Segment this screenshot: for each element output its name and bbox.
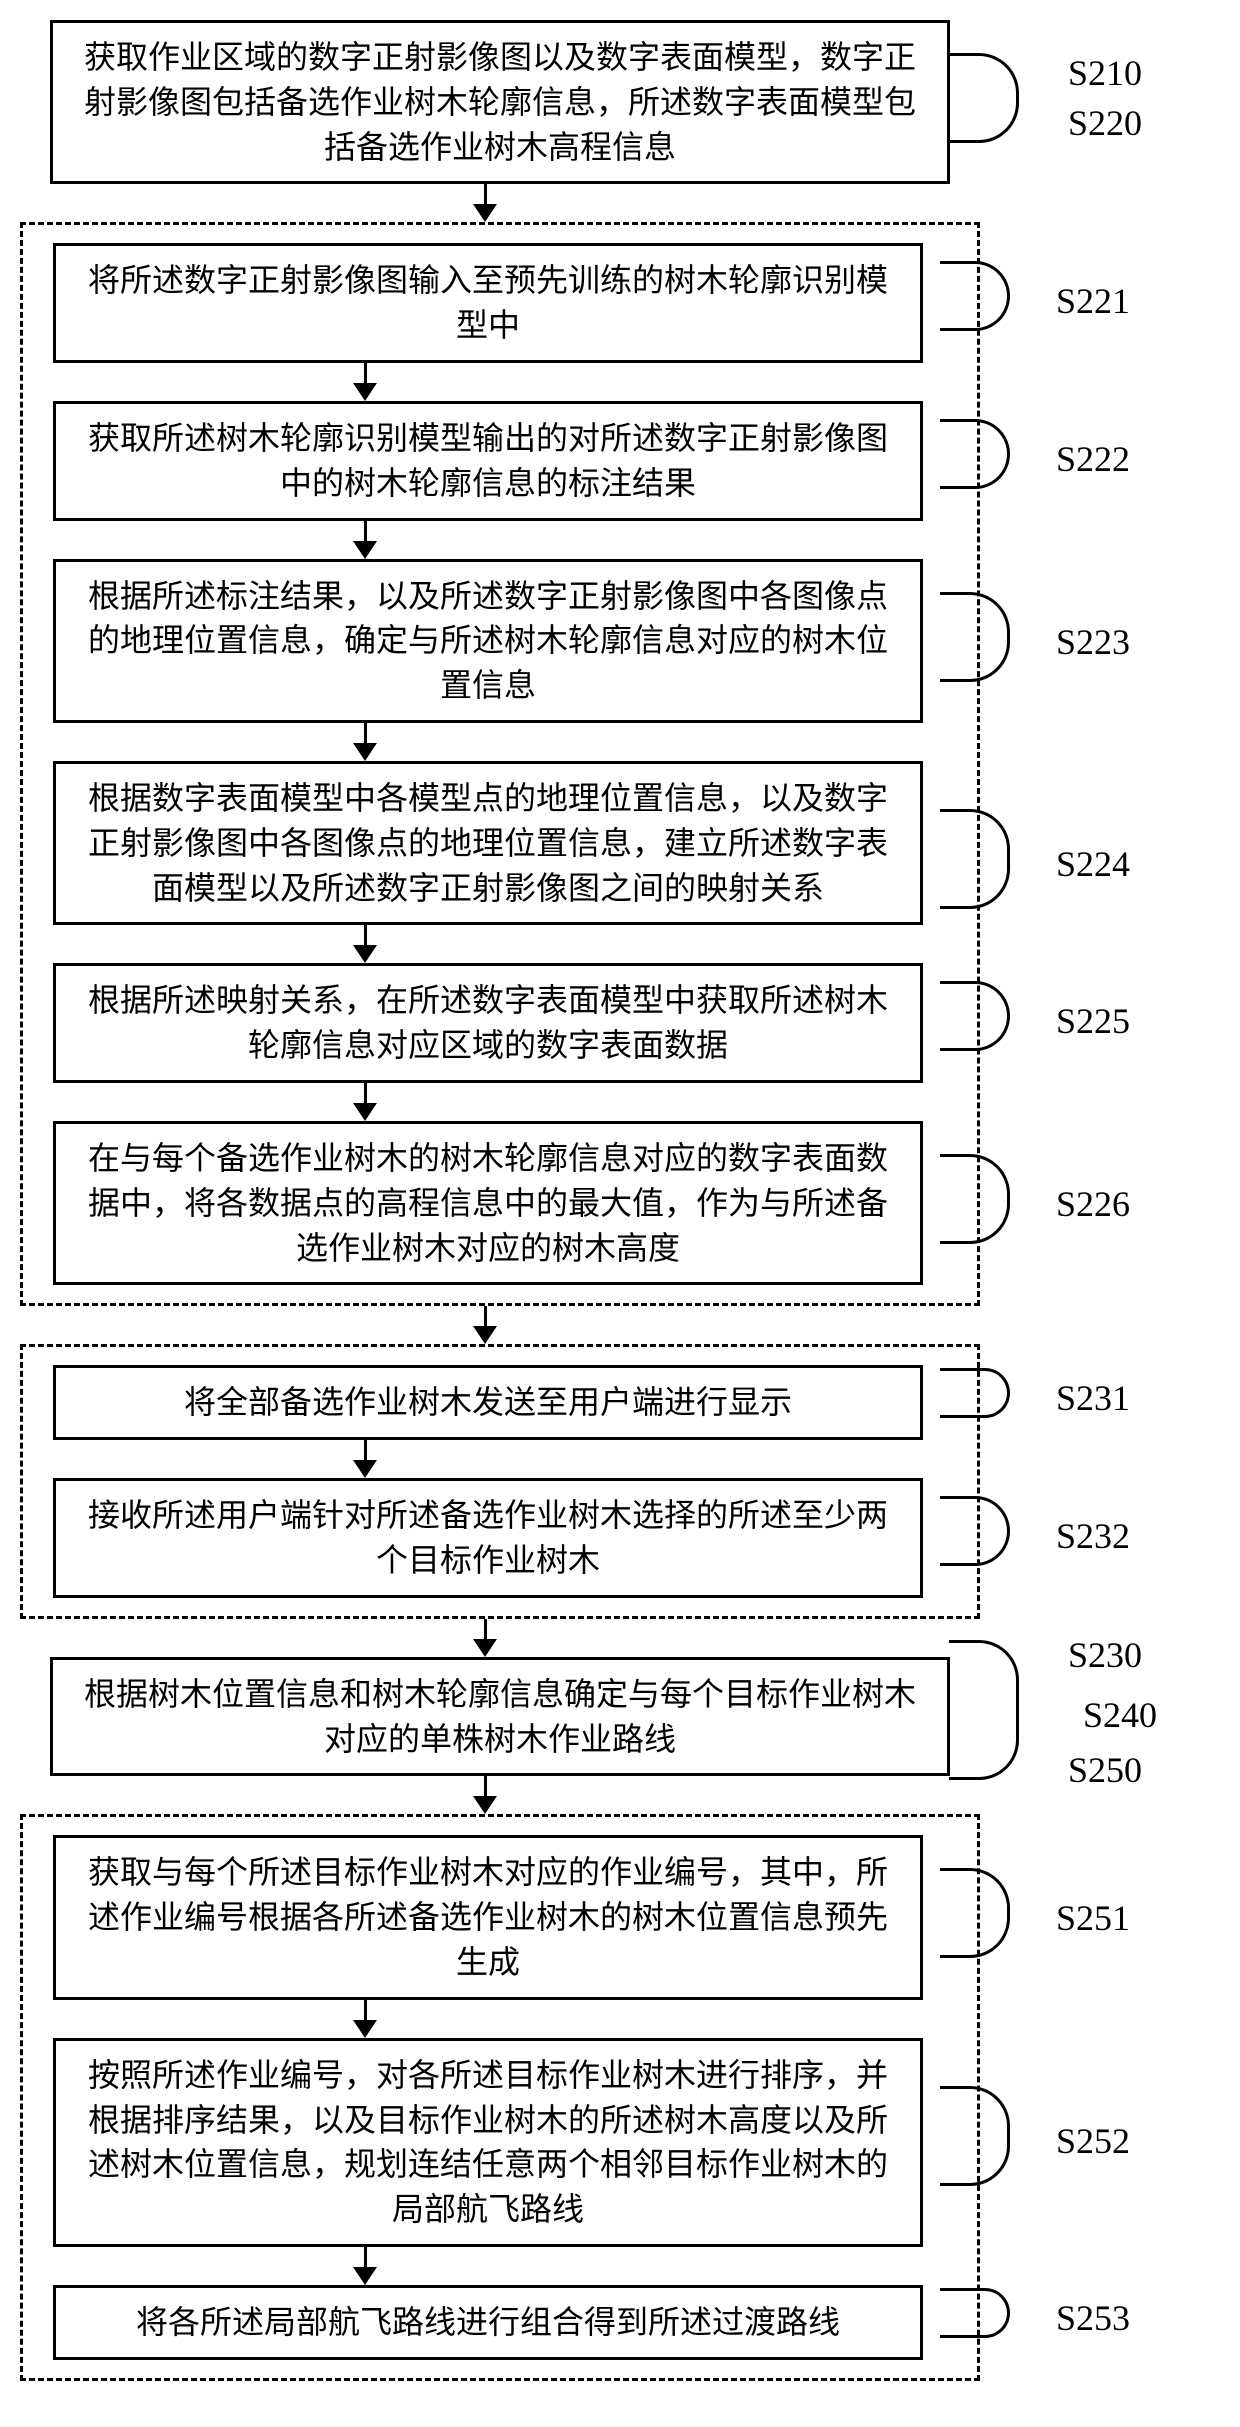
arrow-head-icon — [353, 945, 377, 963]
connector-curve — [940, 419, 1010, 489]
step-s252: 按照所述作业编号，对各所述目标作业树木进行排序，并根据排序结果，以及目标作业树木… — [53, 2038, 923, 2247]
label-s230: S230 — [1068, 1630, 1142, 1680]
connector-curve — [940, 981, 1010, 1051]
connector-curve — [940, 261, 1010, 331]
step-s223: 根据所述标注结果，以及所述数字正射影像图中各图像点的地理位置信息，确定与所述树木… — [53, 559, 923, 723]
step-text: 根据树木位置信息和树木轮廓信息确定与每个目标作业树木对应的单株树木作业路线 — [84, 1676, 916, 1757]
step-text: 获取所述树木轮廓识别模型输出的对所述数字正射影像图中的树木轮廓信息的标注结果 — [88, 420, 888, 501]
connector-curve — [940, 809, 1010, 909]
step-s253: 将各所述局部航飞路线进行组合得到所述过渡路线 S253 — [53, 2285, 923, 2360]
connector-curve — [949, 1640, 1019, 1780]
step-text: 获取与每个所述目标作业树木对应的作业编号，其中，所述作业编号根据各所述备选作业树… — [88, 1854, 888, 1980]
label-s250: S250 — [1068, 1745, 1142, 1795]
arrow — [364, 363, 367, 383]
flowchart-diagram: 获取作业区域的数字正射影像图以及数字表面模型，数字正射影像图包括备选作业树木轮廓… — [20, 20, 1220, 2381]
connector-curve — [940, 592, 1010, 682]
label-s225: S225 — [1056, 996, 1130, 1046]
arrow-head-icon — [353, 541, 377, 559]
arrow — [484, 184, 487, 204]
arrow-head-icon — [353, 2267, 377, 2285]
label-s252: S252 — [1056, 2116, 1130, 2166]
step-s221: 将所述数字正射影像图输入至预先训练的树木轮廓识别模型中 S221 — [53, 243, 923, 363]
label-s220: S220 — [1068, 98, 1142, 148]
arrow — [484, 1776, 487, 1796]
group-s250: 获取与每个所述目标作业树木对应的作业编号，其中，所述作业编号根据各所述备选作业树… — [20, 1814, 980, 2380]
arrow — [364, 2000, 367, 2020]
arrow-head-icon — [473, 1639, 497, 1657]
arrow-head-icon — [473, 1326, 497, 1344]
group-s230: 将全部备选作业树木发送至用户端进行显示 S231 接收所述用户端针对所述备选作业… — [20, 1344, 980, 1618]
step-s224: 根据数字表面模型中各模型点的地理位置信息，以及数字正射影像图中各图像点的地理位置… — [53, 761, 923, 925]
label-s210: S210 — [1068, 48, 1142, 98]
connector-curve — [940, 1496, 1010, 1566]
connector-curve — [940, 2288, 1010, 2338]
arrow — [484, 1619, 487, 1639]
step-text: 将全部备选作业树木发送至用户端进行显示 — [184, 1384, 792, 1420]
step-s210: 获取作业区域的数字正射影像图以及数字表面模型，数字正射影像图包括备选作业树木轮廓… — [50, 20, 950, 184]
connector-curve — [940, 1368, 1010, 1418]
arrow-head-icon — [353, 2020, 377, 2038]
label-s223: S223 — [1056, 617, 1130, 667]
step-text: 根据所述映射关系，在所述数字表面模型中获取所述树木轮廓信息对应区域的数字表面数据 — [88, 982, 888, 1063]
step-s240: 根据树木位置信息和树木轮廓信息确定与每个目标作业树木对应的单株树木作业路线 S2… — [50, 1657, 950, 1777]
step-text: 根据数字表面模型中各模型点的地理位置信息，以及数字正射影像图中各图像点的地理位置… — [88, 780, 888, 906]
step-s251: 获取与每个所述目标作业树木对应的作业编号，其中，所述作业编号根据各所述备选作业树… — [53, 1835, 923, 1999]
arrow — [364, 1083, 367, 1103]
connector-curve — [949, 53, 1019, 143]
step-text: 将所述数字正射影像图输入至预先训练的树木轮廓识别模型中 — [88, 262, 888, 343]
step-text: 接收所述用户端针对所述备选作业树木选择的所述至少两个目标作业树木 — [88, 1497, 888, 1578]
connector-curve — [940, 1154, 1010, 1244]
arrow — [364, 723, 367, 743]
arrow — [364, 925, 367, 945]
step-s231: 将全部备选作业树木发送至用户端进行显示 S231 — [53, 1365, 923, 1440]
arrow — [364, 1440, 367, 1460]
label-s222: S222 — [1056, 434, 1130, 484]
label-s221: S221 — [1056, 276, 1130, 326]
step-text: 在与每个备选作业树木的树木轮廓信息对应的数字表面数据中，将各数据点的高程信息中的… — [88, 1140, 888, 1266]
arrow-head-icon — [353, 383, 377, 401]
label-s251: S251 — [1056, 1893, 1130, 1943]
arrow-head-icon — [473, 204, 497, 222]
step-text: 获取作业区域的数字正射影像图以及数字表面模型，数字正射影像图包括备选作业树木轮廓… — [84, 39, 916, 165]
arrow-head-icon — [353, 1103, 377, 1121]
connector-curve — [940, 1868, 1010, 1958]
step-text: 按照所述作业编号，对各所述目标作业树木进行排序，并根据排序结果，以及目标作业树木… — [88, 2057, 888, 2227]
step-s222: 获取所述树木轮廓识别模型输出的对所述数字正射影像图中的树木轮廓信息的标注结果 S… — [53, 401, 923, 521]
step-text: 将各所述局部航飞路线进行组合得到所述过渡路线 — [136, 2304, 840, 2340]
arrow — [364, 2247, 367, 2267]
label-s224: S224 — [1056, 839, 1130, 889]
group-s220: 将所述数字正射影像图输入至预先训练的树木轮廓识别模型中 S221 获取所述树木轮… — [20, 222, 980, 1306]
step-s232: 接收所述用户端针对所述备选作业树木选择的所述至少两个目标作业树木 S232 — [53, 1478, 923, 1598]
arrow — [484, 1306, 487, 1326]
connector-curve — [940, 2086, 1010, 2186]
label-s226: S226 — [1056, 1179, 1130, 1229]
label-s240: S240 — [1083, 1690, 1157, 1740]
label-s253: S253 — [1056, 2293, 1130, 2343]
label-s231: S231 — [1056, 1373, 1130, 1423]
step-text: 根据所述标注结果，以及所述数字正射影像图中各图像点的地理位置信息，确定与所述树木… — [88, 578, 888, 704]
label-s232: S232 — [1056, 1511, 1130, 1561]
arrow — [364, 521, 367, 541]
step-s225: 根据所述映射关系，在所述数字表面模型中获取所述树木轮廓信息对应区域的数字表面数据… — [53, 963, 923, 1083]
arrow-head-icon — [473, 1796, 497, 1814]
step-s226: 在与每个备选作业树木的树木轮廓信息对应的数字表面数据中，将各数据点的高程信息中的… — [53, 1121, 923, 1285]
arrow-head-icon — [353, 1460, 377, 1478]
arrow-head-icon — [353, 743, 377, 761]
